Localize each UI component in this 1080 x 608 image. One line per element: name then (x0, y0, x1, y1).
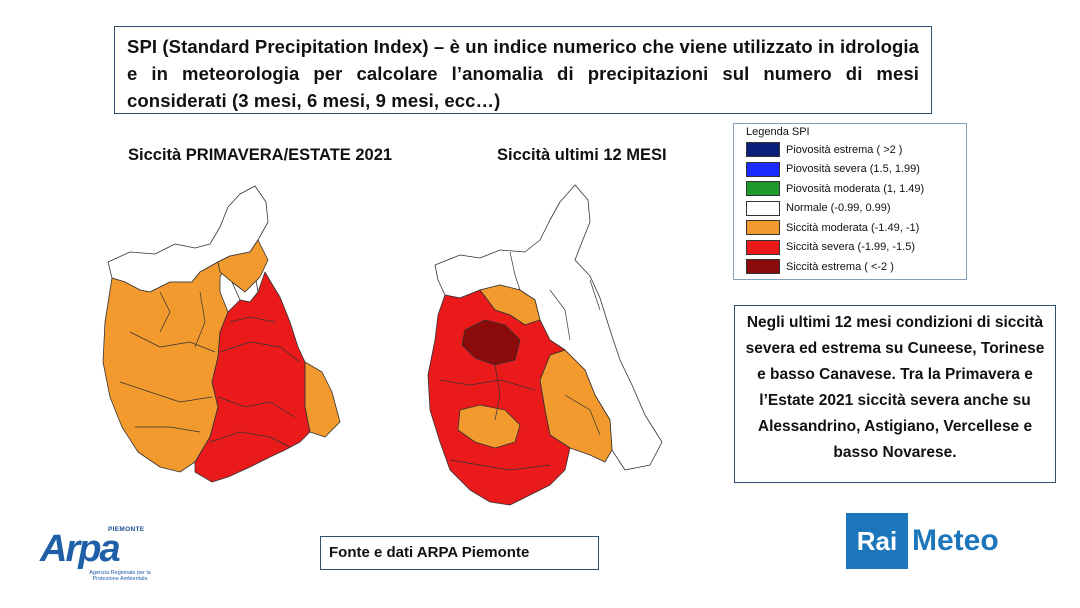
legend-swatch (746, 259, 780, 275)
map-left-area-severe (194, 271, 311, 483)
legend-item: Piovosità estrema ( >2 ) (746, 140, 960, 160)
legend-item: Siccità severa (-1.99, -1.5) (746, 238, 960, 258)
legend-swatch (746, 142, 780, 158)
map-spring-summer-2021 (102, 185, 341, 483)
summary-box: Negli ultimi 12 mesi condizioni di sicci… (734, 305, 1056, 483)
legend-label: Piovosità moderata (1, 1.49) (786, 182, 925, 195)
legend-title: Legenda SPI (746, 126, 810, 138)
rai-logo-mark: Rai (846, 513, 908, 569)
legend-label: Siccità severa (-1.99, -1.5) (786, 241, 915, 254)
arpa-logo-word: Arpa (40, 528, 121, 570)
legend: Legenda SPI Piovosità estrema ( >2 ) Pio… (733, 123, 967, 280)
legend-swatch (746, 181, 780, 197)
map-right-area-extreme (461, 319, 521, 366)
arpa-logo: PIEMONTE Arpa Agenzia Regionale per la P… (40, 526, 158, 586)
arpa-logo-region: PIEMONTE (108, 526, 145, 533)
summary-text: Negli ultimi 12 mesi condizioni di sicci… (745, 314, 1045, 461)
legend-label: Piovosità estrema ( >2 ) (786, 143, 903, 156)
legend-item: Piovosità moderata (1, 1.49) (746, 179, 960, 199)
legend-list: Piovosità estrema ( >2 ) Piovosità sever… (746, 140, 960, 277)
source-box: Fonte e dati ARPA Piemonte (320, 536, 599, 570)
legend-item: Siccità moderata (-1.49, -1) (746, 218, 960, 238)
legend-label: Siccità moderata (-1.49, -1) (786, 221, 920, 234)
legend-item: Siccità estrema ( <-2 ) (746, 257, 960, 277)
intro-box: SPI (Standard Precipitation Index) – è u… (114, 26, 932, 114)
map-last-12-months (427, 184, 663, 506)
legend-item: Normale (-0.99, 0.99) (746, 199, 960, 219)
map-title-12-months: Siccità ultimi 12 MESI (497, 146, 667, 164)
legend-swatch (746, 220, 780, 236)
map-title-spring-summary: Siccità PRIMAVERA/ESTATE 2021 (128, 146, 393, 164)
legend-label: Normale (-0.99, 0.99) (786, 202, 891, 215)
meteo-logo-word: Meteo (912, 524, 999, 557)
map-left-area-moderate-north (217, 239, 269, 293)
arpa-logo-subtitle: Agenzia Regionale per la Protezione Ambi… (89, 570, 151, 582)
legend-label: Siccità estrema ( <-2 ) (786, 260, 894, 273)
intro-text: SPI (Standard Precipitation Index) – è u… (127, 36, 919, 111)
legend-swatch (746, 200, 780, 216)
map-right-area-moderate-inset (457, 404, 521, 449)
legend-swatch (746, 239, 780, 255)
map-left-area-moderate-east (304, 361, 341, 438)
legend-swatch (746, 161, 780, 177)
source-text: Fonte e dati ARPA Piemonte (329, 544, 530, 561)
legend-label: Piovosità severa (1.5, 1.99) (786, 163, 920, 176)
legend-item: Piovosità severa (1.5, 1.99) (746, 160, 960, 180)
